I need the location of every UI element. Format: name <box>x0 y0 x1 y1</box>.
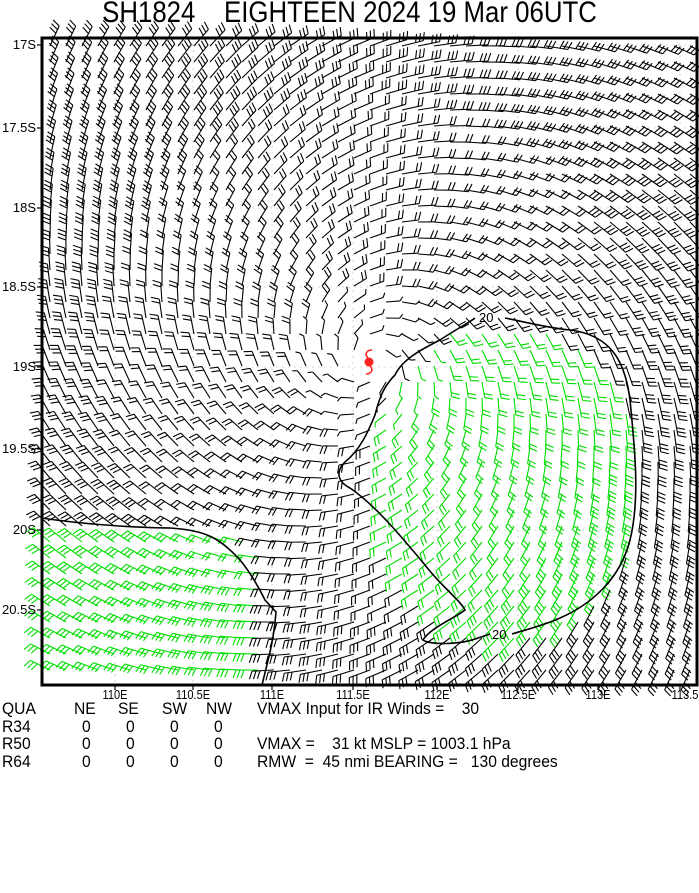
x-tick-label: 113.5 <box>660 687 699 702</box>
qua-header: QUA <box>2 700 36 718</box>
r50-nw: 0 <box>214 735 223 753</box>
r50-label: R50 <box>2 735 31 753</box>
r64-row: R64 0 0 0 0 RMW = 45 nmi BEARING = 130 d… <box>2 753 21 771</box>
r34-ne: 0 <box>82 718 91 736</box>
y-tick-label: 20S <box>0 522 36 537</box>
r50-row: R50 0 0 0 0 VMAX = 31 kt MSLP = 1003.1 h… <box>2 735 21 753</box>
r34-se: 0 <box>126 718 135 736</box>
contour-label-20-top: 20 <box>479 310 493 325</box>
y-tick-label: 19.5S <box>0 441 36 456</box>
y-tick-label: 18.5S <box>0 279 36 294</box>
tropical-cyclone-icon <box>365 350 374 374</box>
wind-radii-info-panel: QUA NE SE SW NW VMAX Input for IR Winds … <box>2 700 21 770</box>
x-tick-label: 113E <box>573 687 624 702</box>
r64-nw: 0 <box>214 753 223 771</box>
r34-nw: 0 <box>214 718 223 736</box>
contour-label-20-bottom: 20 <box>492 627 506 642</box>
r50-sw: 0 <box>170 735 179 753</box>
vmax-mslp-text: VMAX = 31 kt MSLP = 1003.1 hPa <box>257 735 511 753</box>
r64-se: 0 <box>126 753 135 771</box>
wind-barb-map: 20 20 <box>0 0 699 700</box>
nw-header: NW <box>206 700 232 718</box>
r64-sw: 0 <box>170 753 179 771</box>
r50-ne: 0 <box>82 735 91 753</box>
r34-row: R34 0 0 0 0 <box>2 718 21 736</box>
r64-ne: 0 <box>82 753 91 771</box>
y-tick-label: 18S <box>0 200 36 215</box>
x-tick-label: 112.5E <box>493 687 544 702</box>
r34-label: R34 <box>2 718 31 736</box>
vmax-input-text: VMAX Input for IR Winds = 30 <box>257 700 479 718</box>
ne-header: NE <box>74 700 96 718</box>
rmw-bearing-text: RMW = 45 nmi BEARING = 130 degrees <box>257 753 558 771</box>
se-header: SE <box>118 700 139 718</box>
r64-label: R64 <box>2 753 31 771</box>
y-tick-label: 20.5S <box>0 602 36 617</box>
y-tick-label: 17.5S <box>0 120 36 135</box>
r34-sw: 0 <box>170 718 179 736</box>
r50-se: 0 <box>126 735 135 753</box>
axis-ticks <box>37 45 680 690</box>
y-tick-label: 19S <box>0 359 36 374</box>
y-tick-label: 17S <box>0 37 36 52</box>
sw-header: SW <box>162 700 187 718</box>
info-header-row: QUA NE SE SW NW VMAX Input for IR Winds … <box>2 700 21 718</box>
